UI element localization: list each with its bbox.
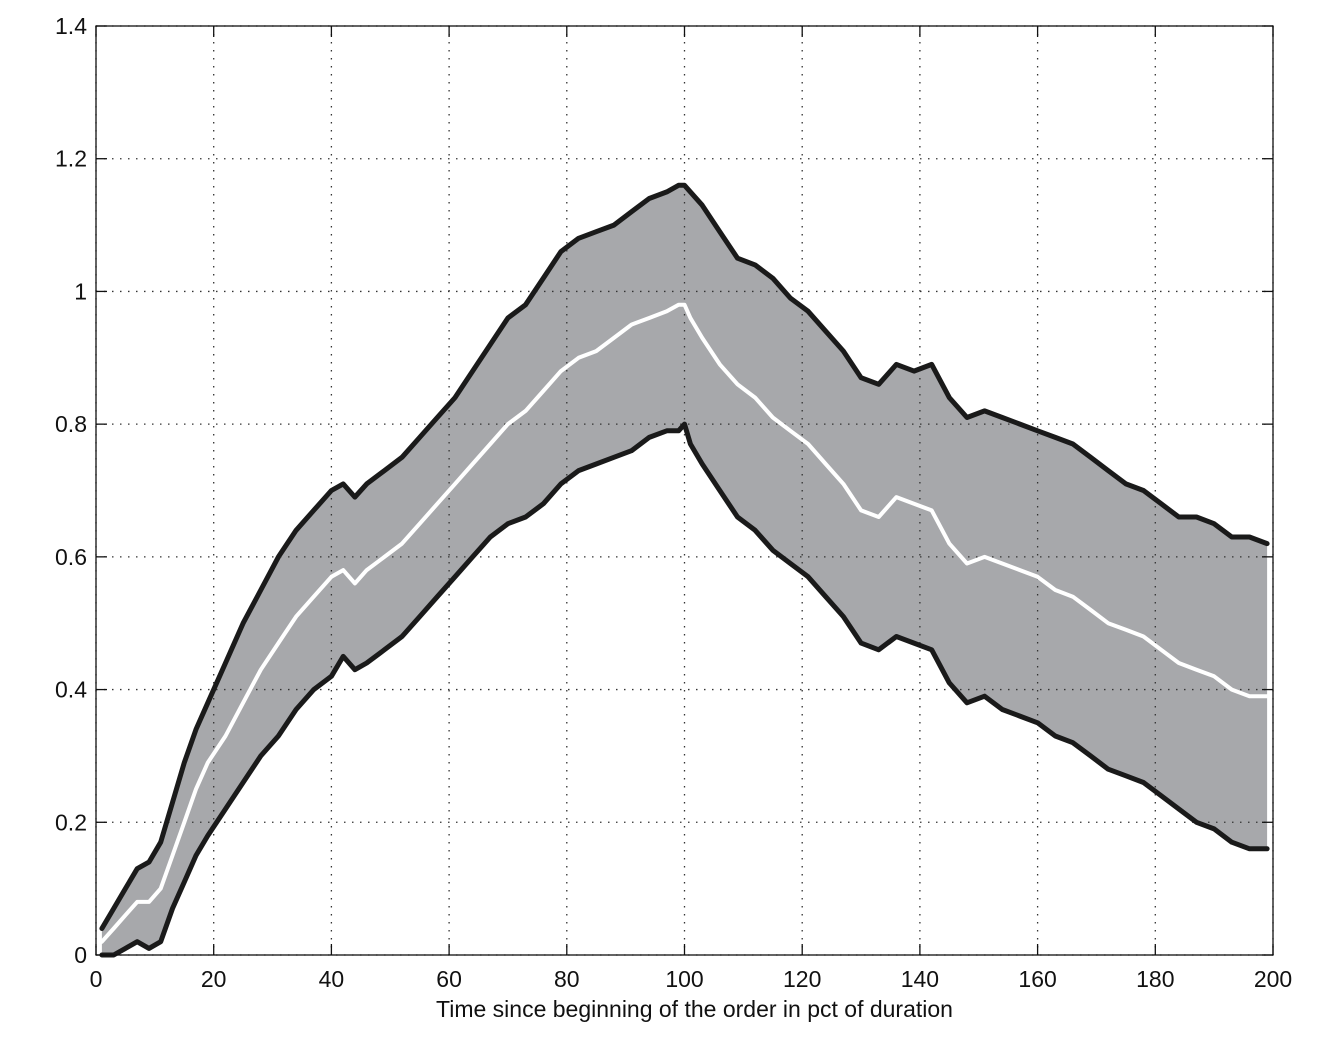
lower-bound-line (99, 421, 1270, 958)
y-tick-label: 0.8 (55, 411, 87, 437)
y-tick-label: 1 (74, 278, 87, 304)
y-tick-label: 0.4 (55, 677, 87, 703)
x-axis-label: Time since beginning of the order in pct… (436, 996, 953, 1022)
x-tick-label: 20 (201, 966, 227, 992)
upper-bound-line (99, 182, 1270, 931)
x-tick-label: 200 (1254, 966, 1292, 992)
x-tick-label: 40 (319, 966, 345, 992)
y-tick-label: 1.4 (55, 13, 87, 39)
series-layer (99, 182, 1270, 958)
y-tick-label: 0.6 (55, 544, 87, 570)
x-tick-label: 60 (436, 966, 462, 992)
y-tick-label: 1.2 (55, 146, 87, 172)
x-tick-label: 0 (90, 966, 103, 992)
mean-line (99, 302, 1270, 944)
y-tick-label: 0.2 (55, 809, 87, 835)
x-tick-label: 80 (554, 966, 580, 992)
x-tick-label: 120 (783, 966, 821, 992)
x-tick-label: 160 (1018, 966, 1056, 992)
x-tick-label: 140 (901, 966, 939, 992)
x-tick-label: 180 (1136, 966, 1174, 992)
y-tick-label: 0 (74, 942, 87, 968)
x-tick-label: 100 (665, 966, 703, 992)
tick-layer: 0 20 40 60 80 100 120 140 160 180 200 0 0.2 0.4 0.6 0.8… (55, 13, 1292, 992)
